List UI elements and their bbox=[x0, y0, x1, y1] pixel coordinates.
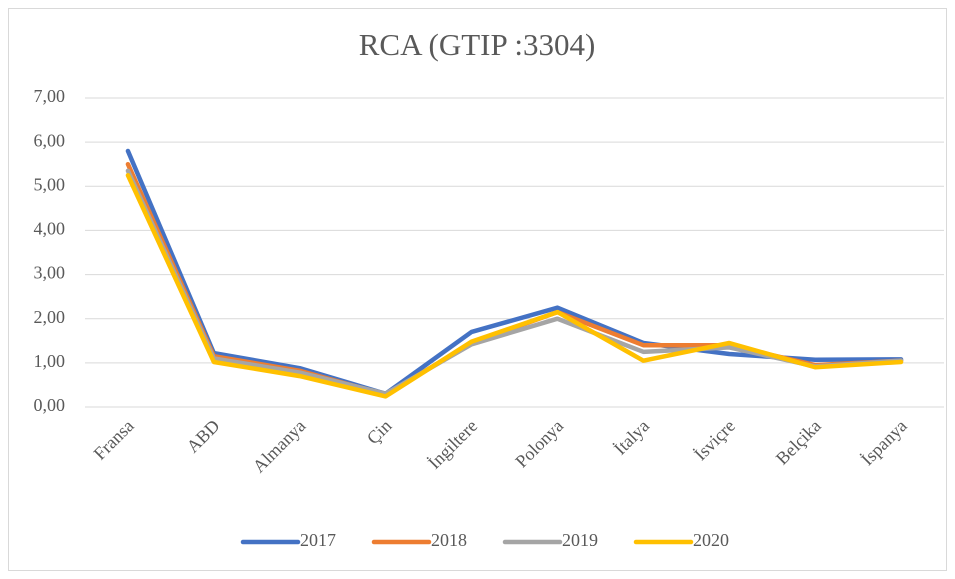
y-tick-label: 5,00 bbox=[34, 174, 66, 194]
y-tick-label: 7,00 bbox=[34, 86, 66, 106]
series-line bbox=[125, 173, 904, 399]
y-tick-label: 0,00 bbox=[34, 395, 66, 415]
legend-label: 2020 bbox=[693, 530, 729, 550]
legend-label: 2018 bbox=[431, 530, 467, 550]
y-tick-label: 3,00 bbox=[34, 263, 66, 283]
legend-label: 2017 bbox=[300, 530, 336, 550]
legend-label: 2019 bbox=[562, 530, 598, 550]
y-tick-label: 1,00 bbox=[34, 351, 66, 371]
y-tick-label: 6,00 bbox=[34, 130, 66, 150]
y-tick-label: 4,00 bbox=[34, 219, 66, 239]
y-tick-label: 2,00 bbox=[34, 307, 66, 327]
chart-border bbox=[8, 8, 947, 571]
chart-title: RCA (GTIP :3304) bbox=[359, 27, 596, 62]
